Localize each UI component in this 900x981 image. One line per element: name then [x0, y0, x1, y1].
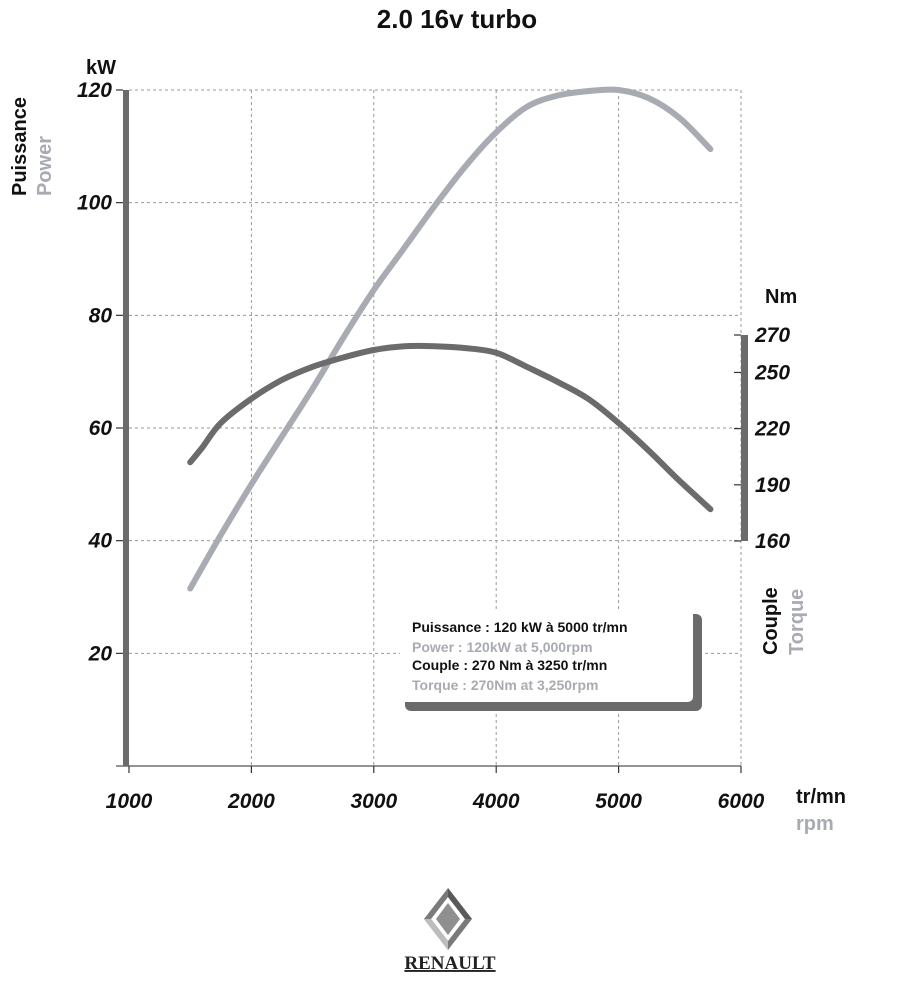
x-tick-label: 5000	[595, 790, 642, 813]
left-axis-ticks: 20 40 60 80 100 120	[77, 79, 123, 665]
x-axis-unit-alt: rpm	[796, 813, 834, 835]
x-tick-label: 6000	[718, 790, 765, 813]
spec-line-power-en: Power : 120kW at 5,000rpm	[412, 639, 593, 655]
right-tick-label: 190	[755, 474, 790, 497]
x-axis-ticks: 1000 2000 3000 4000 5000 6000	[106, 766, 765, 813]
right-axis-label-alt: Torque	[786, 589, 808, 655]
x-tick-label: 2000	[227, 790, 275, 813]
series-line-torque	[187, 342, 714, 513]
left-tick-label: 100	[77, 192, 112, 215]
x-tick-label: 3000	[350, 790, 397, 813]
left-tick-label: 80	[89, 304, 113, 327]
renault-logo: RENAULT	[404, 888, 496, 974]
spec-line-torque-fr: Couple : 270 Nm à 3250 tr/mn	[412, 657, 607, 673]
spec-info-box: Puissance : 120 kW à 5000 tr/mn Power : …	[400, 609, 702, 711]
x-tick-label: 4000	[472, 790, 520, 813]
left-axis-unit: kW	[86, 57, 116, 79]
renault-diamond-icon	[424, 888, 472, 950]
left-axis-label: Puissance	[9, 97, 31, 196]
spec-line-torque-en: Torque : 270Nm at 3,250rpm	[412, 677, 598, 693]
spec-line-power-fr: Puissance : 120 kW à 5000 tr/mn	[412, 619, 628, 635]
left-axis-bar	[123, 90, 129, 766]
right-tick-label: 250	[754, 361, 790, 384]
left-tick-label: 60	[89, 417, 113, 440]
right-tick-label: 160	[755, 530, 790, 553]
series-line-power	[187, 86, 714, 592]
spec-info-box-panel	[400, 609, 693, 702]
left-axis-label-alt: Power	[34, 136, 56, 196]
x-axis-unit: tr/mn	[796, 786, 846, 808]
right-axis-bar	[741, 335, 748, 541]
right-tick-label: 220	[754, 418, 790, 441]
left-tick-label: 120	[77, 79, 112, 102]
chart-title: 2.0 16v turbo	[377, 4, 537, 34]
left-tick-label: 20	[88, 642, 113, 665]
right-tick-label: 270	[754, 324, 790, 347]
x-tick-label: 1000	[106, 790, 153, 813]
renault-wordmark: RENAULT	[404, 953, 495, 974]
grid-lines	[116, 89, 742, 767]
left-tick-label: 40	[88, 530, 113, 553]
right-axis-ticks: 160 190 220 250 270	[734, 324, 790, 553]
series-lines	[187, 86, 714, 592]
right-axis-label: Couple	[760, 587, 782, 655]
right-axis-unit: Nm	[765, 286, 797, 308]
